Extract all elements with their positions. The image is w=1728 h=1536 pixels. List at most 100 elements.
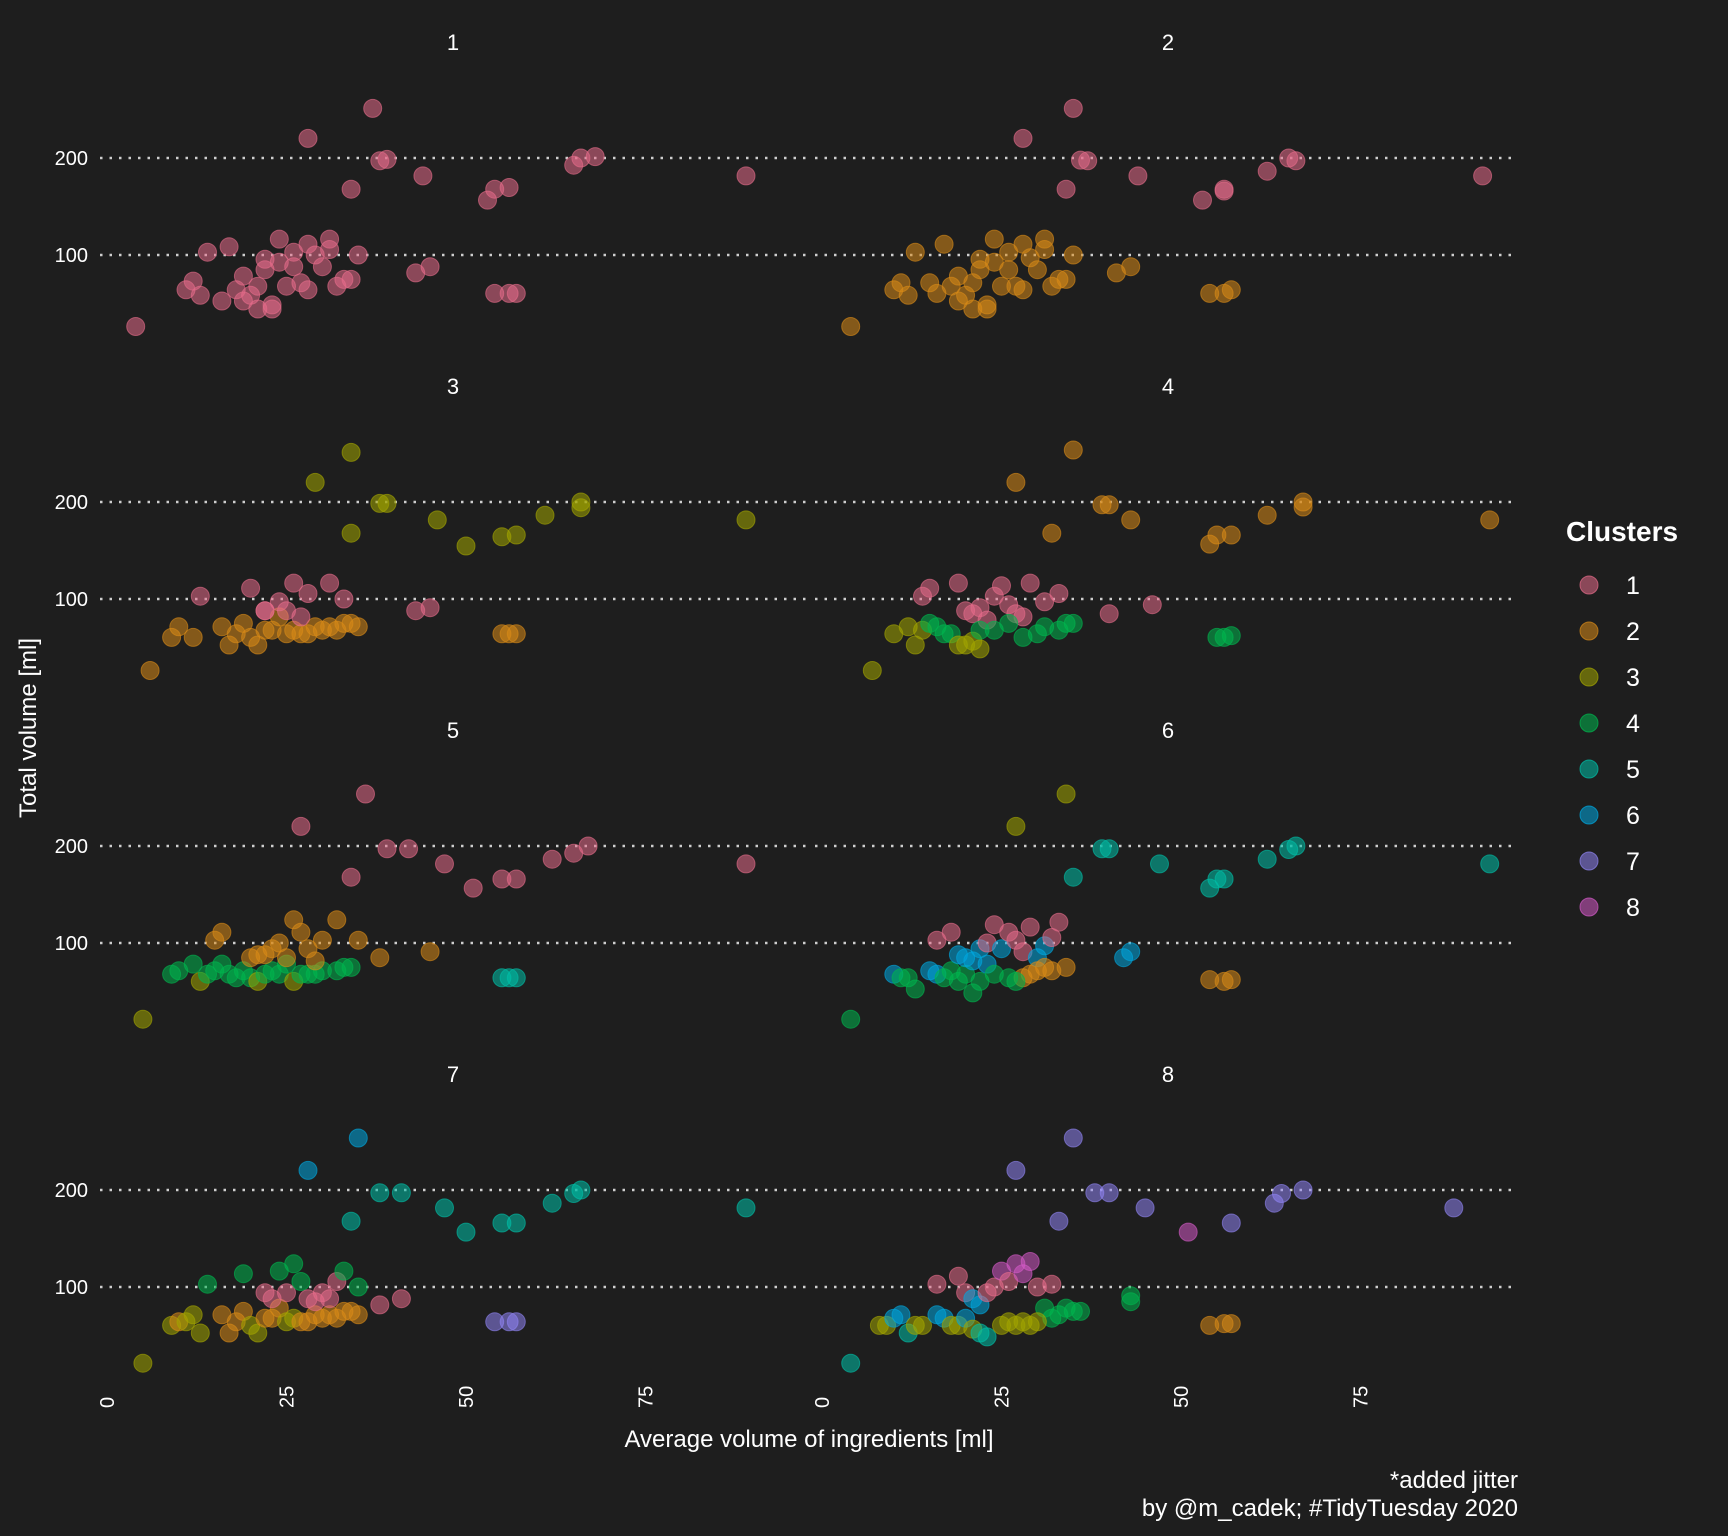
data-point-cluster-1	[1099, 604, 1119, 624]
data-point-cluster-2	[984, 229, 1004, 249]
y-tick-label: 100	[55, 933, 88, 955]
data-point-cluster-1	[736, 166, 756, 186]
data-point-cluster-2	[140, 661, 160, 680]
y-tick-label: 100	[55, 245, 88, 267]
data-point-cluster-2	[212, 922, 232, 942]
data-point-cluster-2	[970, 249, 990, 269]
data-point-cluster-1	[1035, 592, 1055, 612]
data-point-cluster-1	[1042, 1274, 1062, 1294]
data-point-cluster-2	[312, 930, 332, 950]
data-point-cluster-3	[456, 536, 476, 556]
data-point-cluster-4	[198, 1274, 217, 1294]
legend-key-4	[1579, 713, 1599, 733]
data-point-cluster-2	[169, 617, 189, 637]
data-point-cluster-1	[255, 249, 275, 269]
data-point-cluster-1	[219, 237, 239, 257]
data-point-cluster-2	[277, 948, 296, 968]
data-point-cluster-2	[348, 1305, 368, 1325]
data-point-cluster-1	[377, 839, 397, 859]
data-point-cluster-4	[1121, 1286, 1141, 1306]
data-point-cluster-1	[992, 576, 1011, 596]
data-point-cluster-2	[1042, 523, 1062, 543]
data-point-cluster-1	[1049, 912, 1069, 932]
data-point-cluster-2	[1099, 495, 1119, 515]
data-point-cluster-3	[183, 1305, 203, 1325]
data-point-cluster-4	[1006, 971, 1026, 991]
data-point-cluster-8	[1178, 1222, 1198, 1242]
data-point-cluster-2	[1121, 510, 1141, 530]
data-point-cluster-5	[736, 1198, 756, 1218]
data-point-cluster-1	[413, 166, 433, 186]
x-tick-label: 0	[97, 1397, 119, 1408]
data-point-cluster-3	[571, 492, 591, 512]
data-point-cluster-5	[542, 1193, 562, 1213]
data-point-cluster-5	[841, 1353, 861, 1373]
data-point-cluster-1	[334, 589, 354, 609]
legend-label-4: 4	[1626, 710, 1640, 738]
data-point-cluster-7	[1099, 1183, 1119, 1203]
y-tick-label: 100	[55, 589, 88, 611]
data-point-cluster-8	[1020, 1252, 1040, 1271]
data-point-cluster-1	[320, 573, 340, 593]
x-tick-label: 75	[636, 1386, 658, 1408]
legend-label-7: 7	[1626, 848, 1640, 876]
legend-key-1	[1579, 575, 1599, 595]
x-tick-label: 25	[277, 1386, 299, 1408]
legend-title: Clusters	[1566, 516, 1678, 547]
data-point-cluster-1	[298, 234, 318, 254]
data-point-cluster-2	[1221, 525, 1241, 545]
legend-key-8	[1579, 897, 1599, 917]
data-point-cluster-1	[241, 578, 261, 598]
facet-title: 8	[1162, 1062, 1174, 1087]
data-point-cluster-5	[1099, 839, 1119, 859]
data-point-cluster-6	[348, 1128, 368, 1148]
data-point-cluster-1	[1128, 166, 1148, 186]
legend-label-2: 2	[1626, 618, 1640, 646]
data-point-cluster-1	[920, 578, 940, 598]
facet-title: 7	[447, 1062, 459, 1087]
legend-label-6: 6	[1626, 802, 1640, 830]
data-point-cluster-1	[1020, 917, 1040, 937]
data-point-cluster-4	[1221, 626, 1241, 646]
data-point-cluster-1	[298, 128, 318, 148]
facet-grid: 100 200 1 2 100 200 3 4 100 200 5 6 100 200 7 8	[55, 30, 1518, 1373]
facet-panel-4: 4	[815, 374, 1518, 680]
data-point-cluster-2	[999, 260, 1019, 280]
facet-title: 2	[1162, 30, 1174, 55]
data-point-cluster-7	[1293, 1180, 1313, 1200]
data-point-cluster-1	[212, 291, 232, 311]
data-point-cluster-2	[841, 317, 861, 336]
data-point-cluster-1	[420, 598, 440, 618]
data-point-cluster-5	[506, 1213, 526, 1233]
data-point-cluster-1	[1214, 181, 1234, 201]
x-tick-label: 0	[812, 1397, 834, 1408]
data-point-cluster-2	[1293, 497, 1313, 517]
data-point-cluster-1	[370, 1295, 390, 1315]
data-point-cluster-2	[999, 242, 1019, 262]
data-point-cluster-2	[348, 617, 368, 637]
data-point-cluster-1	[190, 285, 210, 305]
data-point-cluster-1	[233, 266, 253, 286]
data-point-cluster-5	[506, 968, 526, 988]
data-point-cluster-2	[1257, 505, 1277, 525]
data-point-cluster-1	[363, 98, 383, 118]
data-point-cluster-6	[992, 939, 1011, 959]
facet-panel-2: 2	[815, 30, 1518, 336]
data-point-cluster-3	[133, 1353, 153, 1373]
data-point-cluster-1	[391, 1289, 411, 1309]
data-point-cluster-1	[585, 147, 605, 167]
data-point-cluster-2	[183, 627, 203, 647]
data-point-cluster-1	[248, 276, 268, 296]
data-point-cluster-3	[1056, 784, 1076, 804]
facet-title: 4	[1162, 374, 1174, 399]
data-point-cluster-1	[927, 930, 947, 950]
data-point-cluster-3	[341, 442, 361, 462]
data-point-cluster-1	[356, 784, 375, 804]
data-point-cluster-3	[970, 639, 990, 659]
data-point-cluster-5	[1214, 869, 1234, 889]
data-point-cluster-2	[1063, 440, 1083, 460]
data-point-cluster-2	[1027, 260, 1047, 280]
facet-panel-1: 100 200 1	[55, 30, 810, 336]
facet-title: 5	[447, 718, 459, 743]
data-point-cluster-4	[1071, 1301, 1090, 1321]
